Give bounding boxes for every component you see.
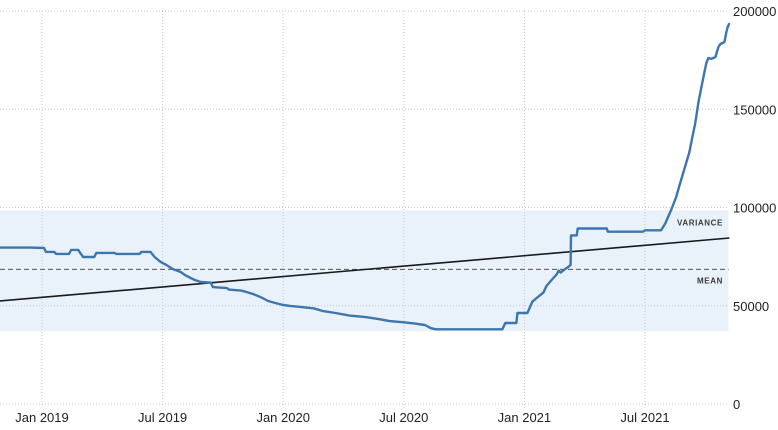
y-tick-label: 200000 <box>733 4 776 19</box>
x-tick-label: Jan 2021 <box>498 410 552 425</box>
x-tick-label: Jul 2020 <box>379 410 428 425</box>
y-tick-label: 150000 <box>733 102 776 117</box>
x-tick-label: Jan 2020 <box>256 410 310 425</box>
x-axis-labels: Jan 2019 Jul 2019 Jan 2020 Jul 2020 Jan … <box>15 410 669 425</box>
y-tick-label: 0 <box>733 397 740 412</box>
x-tick-label: Jul 2021 <box>620 410 669 425</box>
main-series-line <box>0 22 731 331</box>
h-gridlines <box>0 10 729 405</box>
y-tick-label: 100000 <box>733 201 776 216</box>
variance-band <box>0 210 729 332</box>
x-tick-label: Jul 2019 <box>138 410 187 425</box>
y-tick-label: 50000 <box>733 299 769 314</box>
y-axis-labels: 200000 150000 100000 50000 0 <box>733 4 776 412</box>
x-tick-label: Jan 2019 <box>15 410 69 425</box>
v-gridlines <box>41 11 646 408</box>
variance-label: VARIANCE <box>677 218 723 227</box>
mean-label: MEAN <box>697 276 723 285</box>
trend-line <box>0 237 730 302</box>
